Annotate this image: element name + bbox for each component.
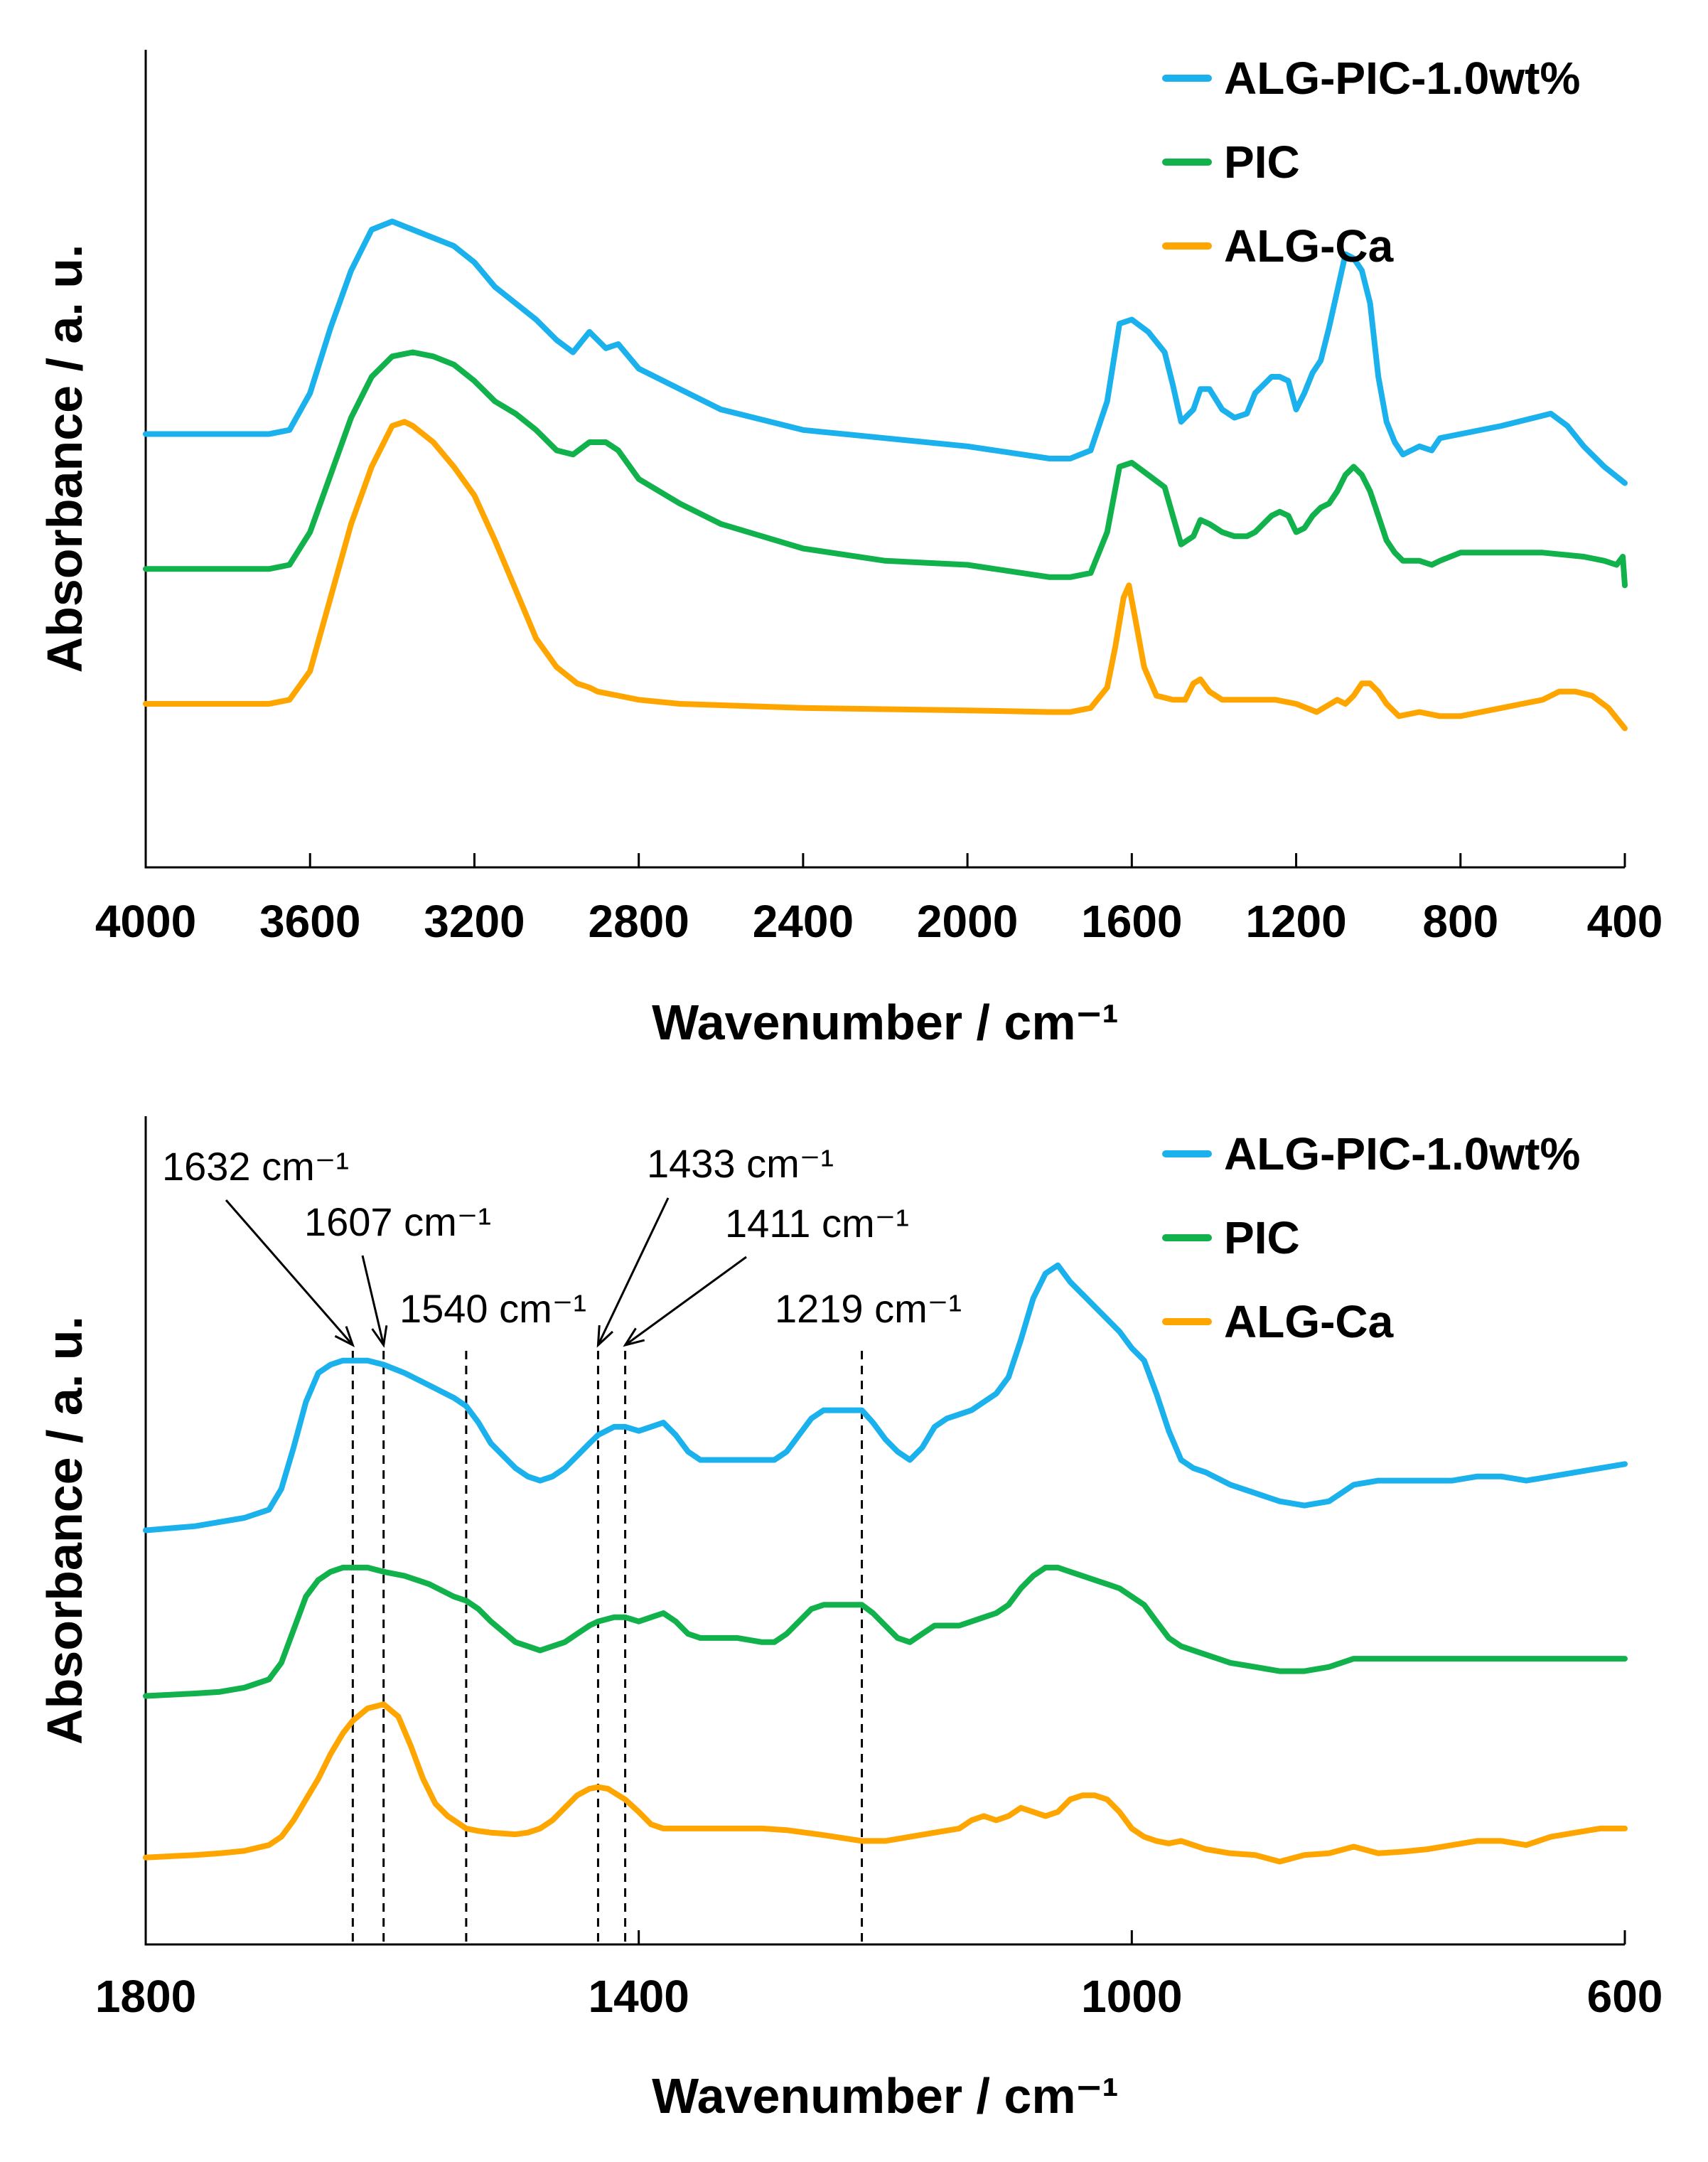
annotation-arrowhead-1607 — [371, 1325, 388, 1348]
series-line-alg-ca — [143, 1701, 1628, 1865]
x-tick-label: 3200 — [424, 896, 525, 947]
annotation-arrow-1607 — [361, 1255, 385, 1346]
x-tick-label: 3600 — [259, 896, 360, 947]
annotation-1433: 1433 cm⁻¹ — [647, 1141, 834, 1186]
series-line-pic — [143, 1564, 1628, 1699]
legend-label-pic: PIC — [1224, 1212, 1300, 1263]
panel-bottom: 1800 1400 1000 600 Wavenumber / cm⁻¹ Absorban… — [37, 1116, 1663, 2124]
x-tick-label: 800 — [1422, 896, 1498, 947]
x-tick-label: 1800 — [95, 1971, 196, 2022]
annotation-arrow-1411 — [624, 1256, 747, 1347]
legend-label-alg-ca: ALG-Ca — [1224, 1296, 1394, 1347]
series-line-pic — [143, 349, 1628, 589]
x-tick-label: 4000 — [95, 896, 196, 947]
x-tick-label: 1200 — [1245, 896, 1346, 947]
annotation-1411: 1411 cm⁻¹ — [725, 1201, 909, 1246]
x-tick-label: 2800 — [588, 896, 689, 947]
annotation-1540: 1540 cm⁻¹ — [399, 1286, 586, 1331]
annotation-arrowhead-1632 — [334, 1326, 355, 1348]
axis-frame — [144, 50, 1625, 869]
series-line-alg-pic-1-0wt — [143, 218, 1628, 486]
annotation-1219: 1219 cm⁻¹ — [775, 1286, 962, 1331]
panel-top: 4000 3600 3200 2800 2400 2000 1600 1200 800 400 Wa… — [37, 50, 1663, 1050]
series-line-alg-ca — [143, 419, 1628, 732]
x-tick-label: 400 — [1587, 896, 1663, 947]
x-tick-label: 2400 — [753, 896, 854, 947]
legend-label-alg-pic-1-0wt: ALG-PIC-1.0wt% — [1224, 1128, 1580, 1179]
annotation-arrowhead-1411 — [623, 1327, 645, 1347]
annotation-1607: 1607 cm⁻¹ — [304, 1199, 491, 1244]
annotation-arrowhead-1433 — [596, 1325, 614, 1348]
annotation-arrow-1433 — [597, 1197, 670, 1346]
y-axis-title: Absorbance / a. u. — [37, 1316, 92, 1745]
x-tick-label: 1600 — [1081, 896, 1182, 947]
annotation-arrow-1632 — [225, 1199, 354, 1346]
x-tick-label: 600 — [1587, 1971, 1663, 2022]
legend-label-alg-ca: ALG-Ca — [1224, 220, 1394, 272]
series-line-alg-pic-1-0wt — [143, 1262, 1628, 1534]
annotation-1632: 1632 cm⁻¹ — [162, 1144, 349, 1189]
legend-label-pic: PIC — [1224, 137, 1300, 188]
x-tick-label: 1400 — [588, 1971, 689, 2022]
legend-label-alg-pic-1-0wt: ALG-PIC-1.0wt% — [1224, 53, 1580, 104]
x-tick-label: 2000 — [917, 896, 1018, 947]
x-tick-label: 1000 — [1081, 1971, 1182, 2022]
x-axis-title: Wavenumber / cm⁻¹ — [652, 2068, 1119, 2124]
x-axis-title: Wavenumber / cm⁻¹ — [652, 995, 1119, 1050]
y-axis-title: Absorbance / a. u. — [37, 245, 92, 673]
